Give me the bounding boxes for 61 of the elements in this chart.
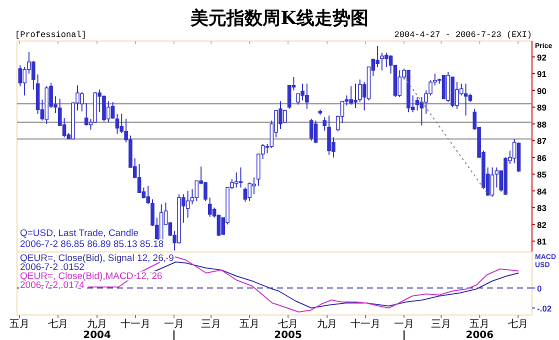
x-tick-label: 十一月: [350, 318, 381, 330]
candlestick: [376, 46, 380, 68]
candlestick: [234, 172, 238, 188]
x-tick-label: 九月 2004: [83, 318, 112, 340]
candlestick: [115, 113, 120, 134]
candlestick: [322, 116, 327, 132]
y-tick-label: 89: [537, 102, 547, 113]
x-tick-label: 五月: [10, 319, 30, 330]
x-tick-label: 七月: [48, 318, 68, 330]
y-tick-label: -.02: [537, 304, 552, 314]
x-tick-label: 五月: [240, 319, 260, 330]
candlestick: [18, 64, 22, 87]
candlestick: [296, 93, 300, 106]
y-tick-label: 91: [537, 69, 547, 80]
candlestick: [384, 52, 388, 68]
candlestick: [110, 102, 115, 120]
y-tick-label: 82: [537, 220, 547, 230]
text: [Professional]: [15, 30, 86, 40]
y-tick-label: 88: [537, 119, 547, 130]
x-tick-label: 五月 2006: [466, 319, 494, 340]
candlestick: [146, 185, 150, 205]
y-tick-label: 83: [537, 203, 547, 214]
y-tick-label: 92: [537, 52, 547, 62]
candlestick: [309, 118, 314, 142]
annotation: 2006-7-2 86.85 86.89 85.13 85.18: [20, 239, 164, 250]
x-tick-label: 七月 2005: [274, 318, 302, 340]
y-tick-label: 0: [537, 284, 542, 294]
x-tick-label: 七月: [508, 318, 528, 330]
x-tick-label: 一月 |: [164, 319, 184, 340]
candlestick: [194, 180, 199, 202]
candlestick: [314, 120, 318, 144]
series-label: QEUR=, Close(Bid),MACD 12, 26: [20, 271, 162, 282]
candlestick: [420, 96, 424, 126]
y-tick-label: 81: [537, 236, 547, 247]
x-tick-label: 三月: [201, 319, 222, 330]
y-tick-label: 86: [537, 152, 547, 163]
candlestick: [238, 166, 243, 188]
candlestick: [186, 190, 190, 218]
x-tick-label: 十一月: [120, 318, 151, 330]
x-tick-label: 九月: [317, 318, 338, 330]
y-tick-label: 85: [537, 170, 547, 180]
candlestick: [84, 102, 88, 126]
y-tick-label: 90: [537, 86, 547, 96]
text: 2004-4-27 - 2006-7-23 (EXI): [394, 30, 532, 40]
candlestick: [358, 79, 362, 103]
candlestick: [442, 74, 446, 100]
annotation: Q=USD, Last Trade, Candle: [20, 228, 139, 239]
candlestick: [490, 166, 494, 198]
x-tick-label: 一月 |: [394, 319, 414, 340]
candlestick: [287, 84, 292, 110]
candlestick: [243, 187, 248, 202]
candlestick: [494, 166, 499, 188]
y-tick-label: 87: [537, 136, 547, 146]
chart-title: 美元指数周K线走势图: [190, 8, 368, 29]
candlestick: [31, 60, 36, 90]
candlestick: [415, 96, 420, 111]
candlestick: [208, 197, 212, 218]
annotation: 2006-7-2 .0152: [20, 262, 84, 273]
x-tick-label: 三月: [431, 319, 452, 330]
annotation: 2006-7-2 .0174: [20, 280, 84, 291]
y-tick-label: 84: [537, 186, 547, 196]
